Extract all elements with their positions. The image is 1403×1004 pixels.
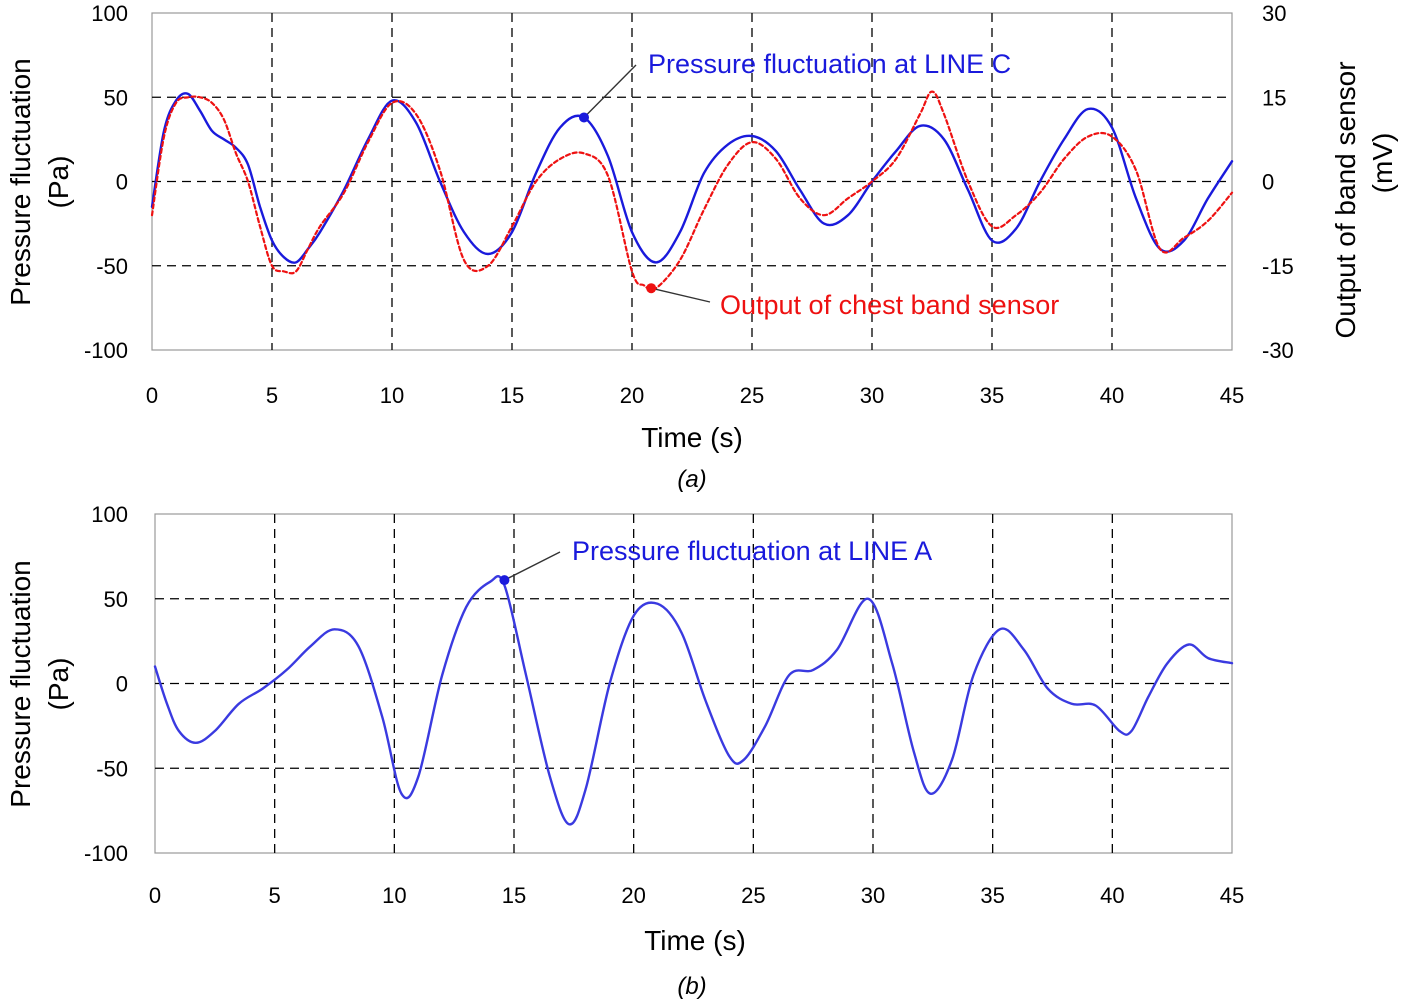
y-tick-label: 0 <box>116 170 128 195</box>
annotation-leader-line-c <box>583 64 637 118</box>
series-line-pressure <box>153 575 1234 826</box>
annotation-chest-band-label: Output of chest band sensor <box>720 290 1059 320</box>
chart-b-x-axis-title: Time (s) <box>644 925 746 956</box>
x-tick-label: 30 <box>861 883 885 908</box>
annotation-marker-line-a <box>499 575 510 586</box>
chart-a: 0 5 10 15 20 25 30 35 40 45 100 50 0 -50 -100 30 15 0 -15 -… <box>5 1 1398 493</box>
chart-b-ticks: 0 5 10 15 20 25 30 35 40 45 100 50 0 -50 -100 <box>84 502 1244 908</box>
x-tick-label: 30 <box>860 383 884 408</box>
annotation-marker-chest-band <box>646 283 657 294</box>
chart-a-x-axis-title: Time (s) <box>641 422 743 453</box>
chart-b-y-axis-title-line2: (Pa) <box>43 658 74 711</box>
x-tick-label: 45 <box>1220 383 1244 408</box>
x-tick-label: 10 <box>380 383 404 408</box>
y-tick-label: 50 <box>104 85 128 110</box>
y-tick-label: 100 <box>91 1 128 26</box>
annotation-line-a-label: Pressure fluctuation at LINE A <box>572 536 932 566</box>
annotation-marker-line-c <box>579 112 589 123</box>
x-tick-label: 25 <box>740 383 764 408</box>
series-line-pressure <box>150 92 1234 264</box>
y2-tick-label: 15 <box>1262 85 1286 110</box>
y2-tick-label: -30 <box>1262 338 1294 363</box>
x-tick-label: 20 <box>621 883 645 908</box>
y-tick-label: -100 <box>84 338 128 363</box>
annotation-line-c-label: Pressure fluctuation at LINE C <box>648 49 1011 79</box>
x-tick-label: 35 <box>980 883 1004 908</box>
chart-b-annotations: Pressure fluctuation at LINE A <box>499 536 932 586</box>
chart-b-grid <box>155 514 1232 853</box>
series-line-chest-band <box>150 90 1234 292</box>
chart-a-caption: (a) <box>677 466 706 493</box>
x-tick-label: 0 <box>146 383 158 408</box>
annotation-leader-chest-band <box>651 287 711 303</box>
y2-tick-label: 0 <box>1262 170 1274 195</box>
y2-tick-label: -15 <box>1262 254 1294 279</box>
chart-a-y2-axis-title-line2: (mV) <box>1367 133 1398 194</box>
chart-a-series <box>150 90 1234 292</box>
chart-a-ticks: 0 5 10 15 20 25 30 35 40 45 100 50 0 -50 -100 30 15 0 -15 -… <box>84 1 1294 408</box>
chart-b-caption: (b) <box>677 973 706 1000</box>
x-tick-label: 5 <box>269 883 281 908</box>
y-tick-label: 0 <box>116 672 128 697</box>
x-tick-label: 45 <box>1220 883 1244 908</box>
y2-tick-label: 30 <box>1262 1 1286 26</box>
annotation-leader-line-a <box>504 551 561 581</box>
x-tick-label: 10 <box>382 883 406 908</box>
x-tick-label: 20 <box>620 383 644 408</box>
x-tick-label: 15 <box>502 883 526 908</box>
x-tick-label: 0 <box>149 883 161 908</box>
x-tick-label: 25 <box>741 883 765 908</box>
chart-a-y2-axis-title-line1: Output of band sensor <box>1330 61 1361 338</box>
y-tick-label: -50 <box>96 756 128 781</box>
x-tick-label: 40 <box>1100 883 1124 908</box>
chart-b: 0 5 10 15 20 25 30 35 40 45 100 50 0 -50 -100 Time (s)… <box>5 502 1244 1000</box>
chart-a-y-axis-title-line2: (Pa) <box>43 156 74 209</box>
y-tick-label: 50 <box>104 587 128 612</box>
y-tick-label: -100 <box>84 841 128 866</box>
y-tick-label: 100 <box>91 502 128 527</box>
y-tick-label: -50 <box>96 254 128 279</box>
chart-b-y-axis-title-line1: Pressure fluctuation <box>5 560 36 807</box>
chart-b-series <box>153 575 1234 826</box>
chart-a-y-axis-title-line1: Pressure fluctuation <box>5 58 36 305</box>
chart-a-annotations: Pressure fluctuation at LINE C Output of… <box>579 49 1059 320</box>
x-tick-label: 15 <box>500 383 524 408</box>
x-tick-label: 35 <box>980 383 1004 408</box>
x-tick-label: 40 <box>1100 383 1124 408</box>
x-tick-label: 5 <box>266 383 278 408</box>
